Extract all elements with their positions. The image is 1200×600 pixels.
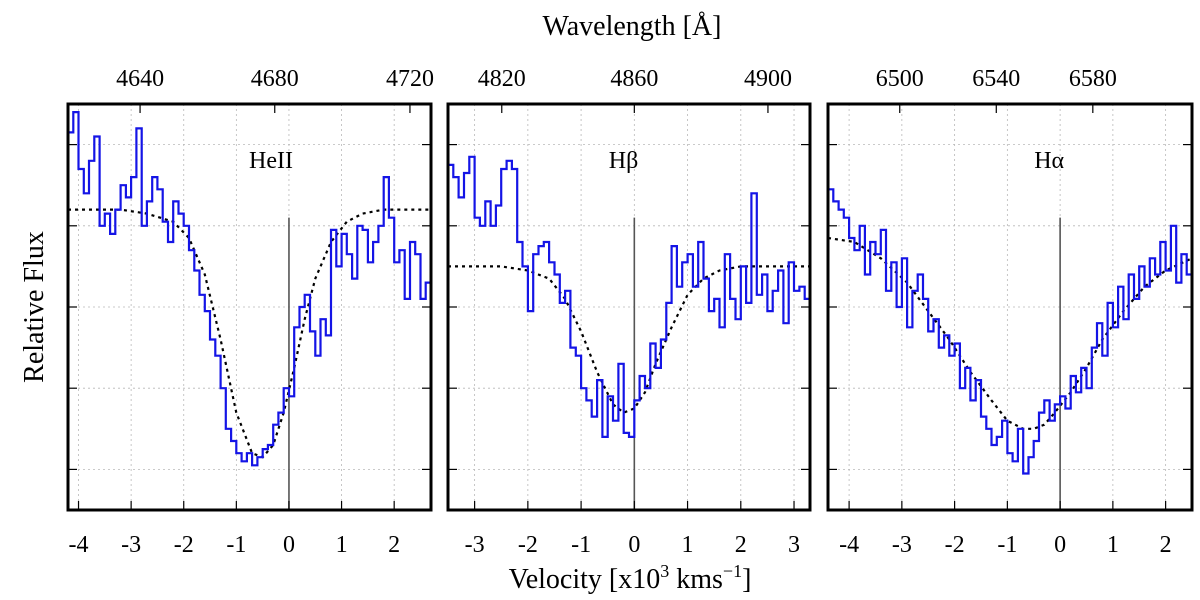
top-tick-label: 4900 (744, 66, 792, 92)
top-tick-label: 4640 (116, 66, 164, 92)
x-tick-label: -2 (945, 532, 965, 558)
x-tick-label: 2 (1160, 532, 1172, 558)
top-tick-label: 6580 (1069, 66, 1117, 92)
top-tick-label: 4860 (610, 66, 658, 92)
spectrum-line (448, 155, 810, 438)
spectrum-line (68, 111, 431, 467)
top-tick-label: 6540 (972, 66, 1020, 92)
x-axis-label-part: Velocity [x10 (509, 564, 661, 595)
x-tick-label: -2 (518, 532, 538, 558)
x-tick-label: 3 (788, 532, 800, 558)
line-label: HeII (249, 148, 293, 174)
x-axis-label-exponent: 3 (660, 561, 669, 581)
top-axis-label: Wavelength [Å] (543, 11, 722, 42)
x-tick-label: 0 (628, 532, 640, 558)
panel-2: -3 -2 -1 0 1 2 3 4820 4860 4900 Hβ (446, 66, 812, 558)
x-tick-label: -3 (121, 532, 141, 558)
panel-1: -4 -3 -2 -1 0 1 2 4640 4680 4720 HeII (66, 66, 434, 558)
x-tick-label: 1 (336, 532, 348, 558)
line-label: Hα (1034, 148, 1064, 174)
x-tick-label: 0 (283, 532, 295, 558)
x-tick-label: -1 (571, 532, 591, 558)
panels-group: -4 -3 -2 -1 0 1 2 4640 4680 4720 HeII -3 -2 -1 0 1 2 3 482… (66, 66, 1194, 558)
panel-frame (826, 102, 1194, 512)
x-axis-label-unit: kms (669, 564, 723, 595)
x-axis-label-exponent: −1 (723, 561, 742, 581)
x-tick-label: -1 (997, 532, 1017, 558)
panel-frame (446, 102, 812, 512)
x-tick-label: -3 (465, 532, 485, 558)
line-label: Hβ (609, 148, 639, 174)
panel-3: -4 -3 -2 -1 0 1 2 6500 6540 6580 Hα (826, 66, 1194, 558)
x-tick-label: -1 (226, 532, 246, 558)
x-tick-label: -3 (892, 532, 912, 558)
x-tick-label: -2 (174, 532, 194, 558)
x-tick-label: -4 (839, 532, 859, 558)
x-axis-label-part: ] (742, 564, 751, 595)
top-tick-label: 4820 (478, 66, 526, 92)
y-axis-label: Relative Flux (19, 231, 50, 383)
fit-profile-line (448, 265, 810, 414)
top-tick-label: 6500 (876, 66, 924, 92)
fit-profile-line (828, 236, 1192, 430)
x-tick-label: 2 (388, 532, 400, 558)
top-tick-label: 4720 (386, 66, 434, 92)
x-tick-label: 1 (682, 532, 694, 558)
panel-frame (66, 102, 433, 512)
x-tick-label: 0 (1054, 532, 1066, 558)
x-tick-label: 2 (735, 532, 747, 558)
x-tick-label: 1 (1107, 532, 1119, 558)
spectrum-line (828, 188, 1192, 475)
top-tick-label: 4680 (251, 66, 299, 92)
x-axis-label: Velocity [x103 kms−1] (509, 561, 752, 595)
x-tick-label: -4 (69, 532, 89, 558)
fit-profile-line (68, 208, 431, 459)
